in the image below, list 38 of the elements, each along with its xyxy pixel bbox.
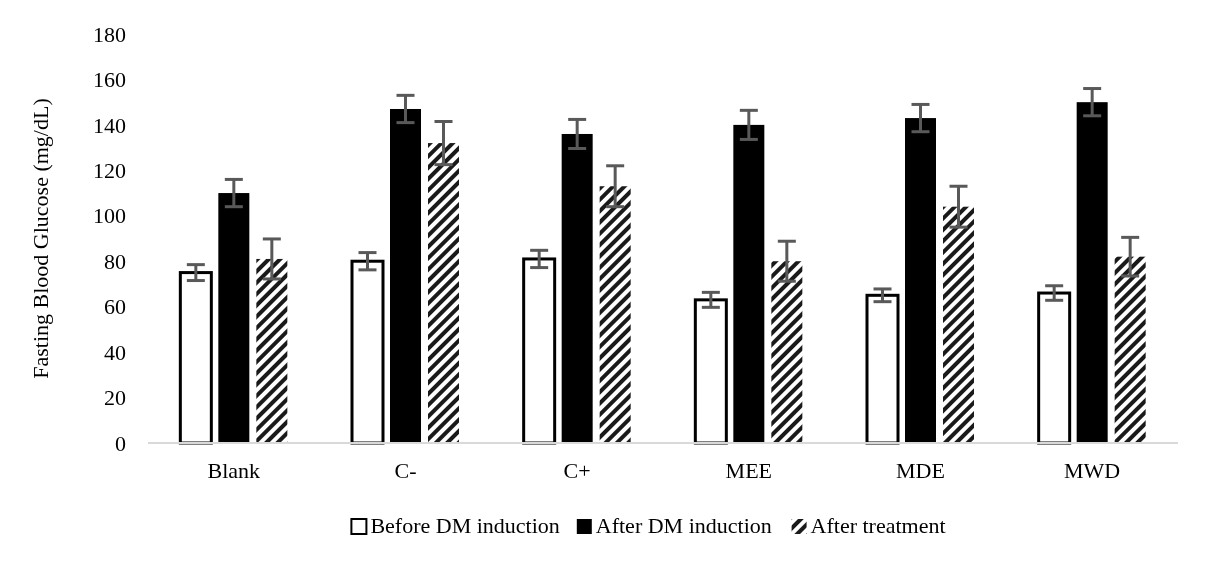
bar [865,293,900,445]
y-tick-label: 120 [93,158,126,184]
y-tick-label: 160 [93,67,126,93]
bar [178,271,213,445]
bar [522,257,557,445]
x-tick-label: MWD [1064,458,1121,483]
bar [218,193,250,443]
bar [693,298,728,445]
legend-label: After treatment [810,513,946,538]
bar [390,108,421,443]
bar [905,118,936,443]
legend-label: After DM induction [595,513,772,538]
bar [1076,102,1108,443]
y-tick-label: 0 [115,430,126,456]
x-tick-label: MDE [896,458,945,483]
x-tick-label: MEE [725,458,773,483]
x-tick-label: Blank [207,458,261,483]
x-tick-label: C- [394,458,417,483]
y-tick-label: 40 [104,339,126,365]
bar [943,206,974,443]
bar [733,124,765,443]
y-tick-label: 80 [104,248,126,274]
y-tick-label: 20 [104,385,126,411]
y-tick-label: 100 [93,203,126,229]
bar [1037,291,1072,445]
bar [771,261,803,443]
y-axis-title: Fasting Blood Glucose (mg/dL) [28,98,53,379]
bar [256,258,288,443]
bar [350,259,385,445]
legend-label: Before DM induction [370,513,560,538]
bar [561,133,593,443]
y-tick-label: 60 [104,294,126,320]
bar [428,143,459,443]
y-tick-label: 180 [93,21,126,47]
bar [599,186,631,443]
x-tick-label: C+ [563,458,591,483]
bar [1114,256,1146,443]
y-tick-label: 140 [93,112,126,138]
